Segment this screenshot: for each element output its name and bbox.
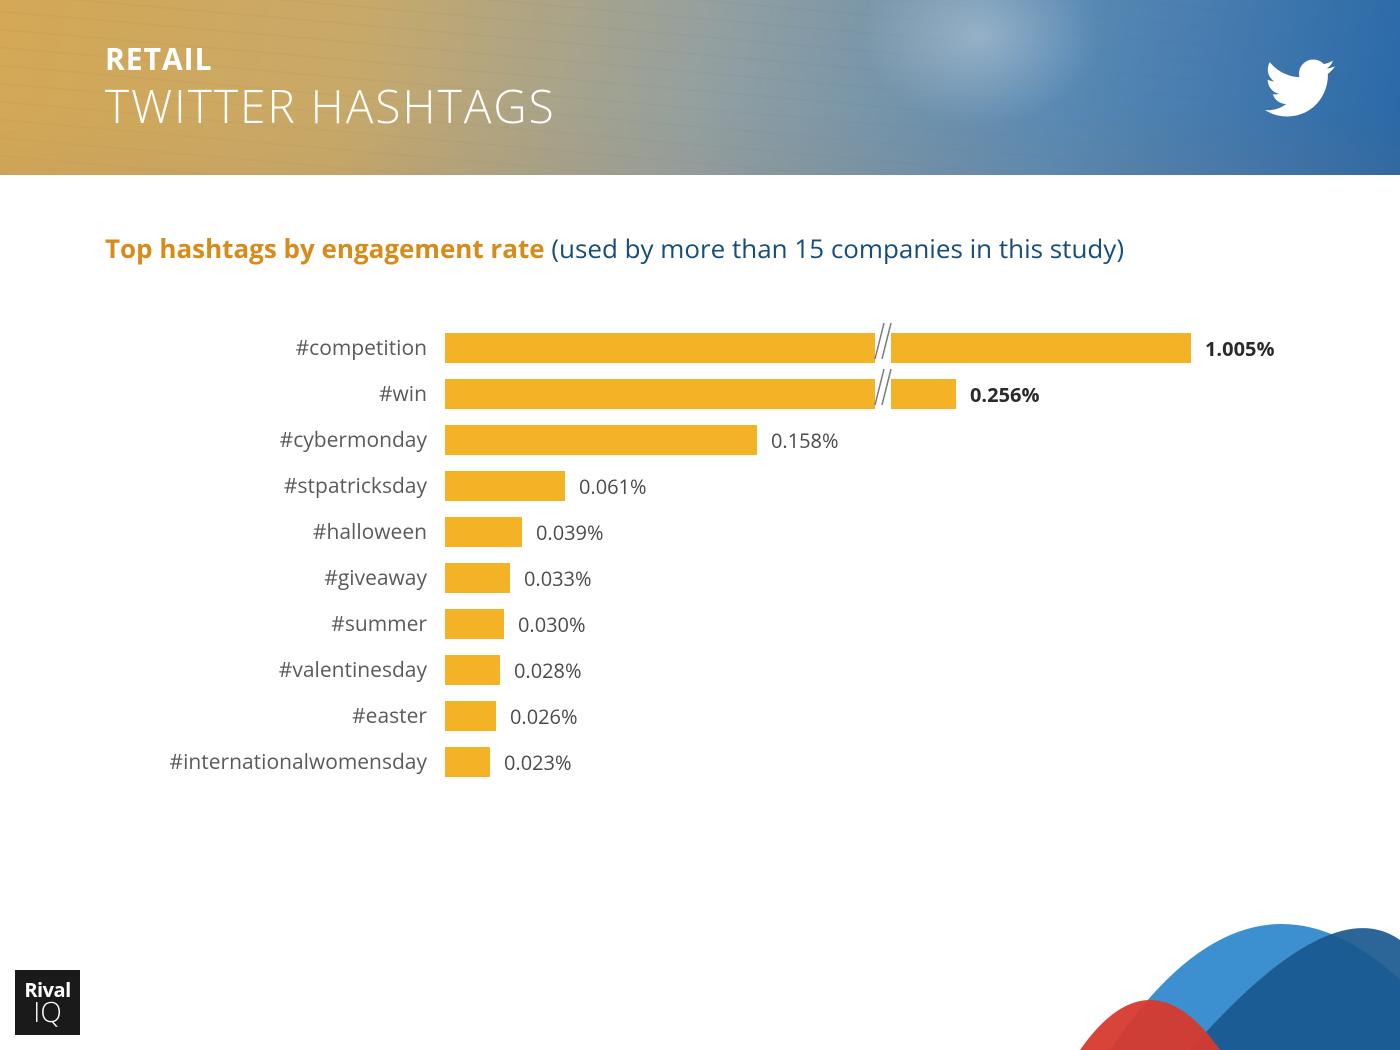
bar-row: #competition 1.005% — [155, 326, 1295, 370]
bar-track: 0.023% — [445, 747, 1295, 777]
bar-label: #easter — [155, 702, 445, 730]
bar-row: #giveaway 0.033% — [155, 556, 1295, 600]
bar-label: #cybermonday — [155, 426, 445, 454]
bar-row: #halloween 0.039% — [155, 510, 1295, 554]
bar-track: 0.028% — [445, 655, 1295, 685]
bar-row: #stpatricksday 0.061% — [155, 464, 1295, 508]
bar-fill — [445, 517, 522, 547]
bar-fill — [445, 471, 565, 501]
bar-track: 0.030% — [445, 609, 1295, 639]
bar-value: 0.158% — [771, 427, 839, 454]
bar-fill — [445, 747, 490, 777]
bar-value: 0.028% — [514, 657, 582, 684]
content-area: Top hashtags by engagement rate (used by… — [0, 175, 1400, 784]
decorative-waves — [1020, 850, 1400, 1050]
bar-fill — [445, 563, 510, 593]
bar-fill — [445, 655, 500, 685]
bar-row: #cybermonday 0.158% — [155, 418, 1295, 462]
bar-fill-pre — [445, 333, 875, 363]
rivaliq-logo: Rival IQ — [15, 970, 80, 1035]
bar-label: #competition — [155, 334, 445, 362]
bar-label: #halloween — [155, 518, 445, 546]
bar-row: #summer 0.030% — [155, 602, 1295, 646]
bar-track: 0.061% — [445, 471, 1295, 501]
bar-track: 0.033% — [445, 563, 1295, 593]
bar-fill — [445, 425, 757, 455]
bar-value: 0.033% — [524, 565, 592, 592]
bar-label: #win — [155, 380, 445, 408]
header-text-block: RETAIL TWITTER HASHTAGS — [105, 38, 556, 137]
bar-fill-post — [891, 333, 1191, 363]
chart-subtitle: Top hashtags by engagement rate (used by… — [105, 230, 1295, 266]
bar-fill — [445, 701, 496, 731]
bar-value: 0.026% — [510, 703, 578, 730]
subtitle-bold: Top hashtags by engagement rate — [105, 230, 545, 266]
bar-track: 1.005% — [445, 333, 1295, 363]
header-banner: RETAIL TWITTER HASHTAGS — [0, 0, 1400, 175]
bar-fill-post — [891, 379, 956, 409]
bar-row: #win 0.256% — [155, 372, 1295, 416]
bar-value: 0.030% — [518, 611, 586, 638]
bar-track: 0.256% — [445, 379, 1295, 409]
subtitle-rest: (used by more than 15 companies in this … — [545, 230, 1124, 266]
bar-value: 0.039% — [536, 519, 604, 546]
bar-row: #valentinesday 0.028% — [155, 648, 1295, 692]
bar-row: #easter 0.026% — [155, 694, 1295, 738]
bar-label: #giveaway — [155, 564, 445, 592]
bar-value: 0.256% — [970, 381, 1039, 408]
bar-value: 1.005% — [1205, 335, 1274, 362]
bar-label: #internationalwomensday — [155, 748, 445, 776]
bar-fill — [445, 609, 504, 639]
bar-value: 0.061% — [579, 473, 647, 500]
bar-label: #summer — [155, 610, 445, 638]
bar-track: 0.026% — [445, 701, 1295, 731]
bar-row: #internationalwomensday 0.023% — [155, 740, 1295, 784]
header-title: TWITTER HASHTAGS — [105, 75, 556, 137]
bar-label: #stpatricksday — [155, 472, 445, 500]
bar-track: 0.039% — [445, 517, 1295, 547]
hashtag-bar-chart: #competition 1.005% #win 0.256% #cybermonday… — [105, 326, 1295, 784]
bar-label: #valentinesday — [155, 656, 445, 684]
bar-track: 0.158% — [445, 425, 1295, 455]
bar-fill-pre — [445, 379, 875, 409]
logo-line2: IQ — [33, 998, 61, 1026]
header-category: RETAIL — [105, 38, 556, 79]
twitter-icon — [1265, 53, 1335, 123]
bar-value: 0.023% — [504, 749, 572, 776]
